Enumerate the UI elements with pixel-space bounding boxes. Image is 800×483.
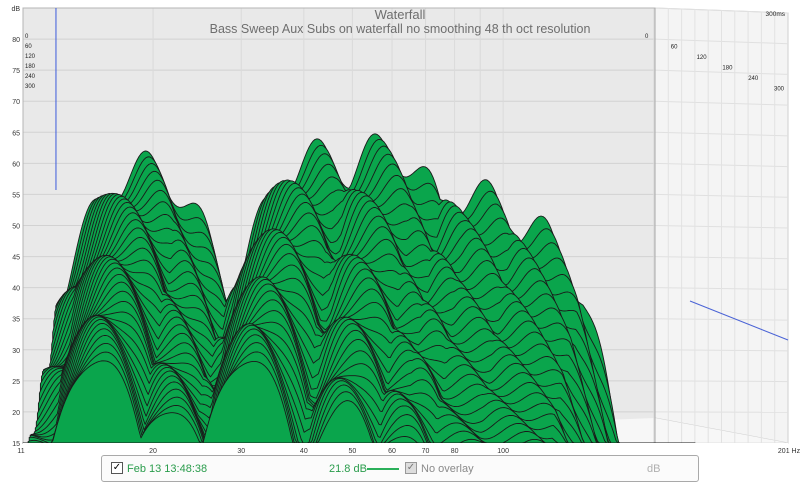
y-tick-label: 45 xyxy=(12,255,20,262)
waterfall-slices xyxy=(22,133,696,444)
y-tick-label: 35 xyxy=(12,317,20,324)
time-tick-right: 240 xyxy=(748,76,759,82)
chart-subtitle: Bass Sweep Aux Subs on waterfall no smoo… xyxy=(209,22,591,36)
y-tick-label: 25 xyxy=(12,379,20,386)
y-axis: dB 80 75 70 65 60 55 50 45 40 35 30 25 20 15 xyxy=(11,6,20,448)
y-tick-label: 75 xyxy=(12,68,20,75)
floor-edge xyxy=(23,443,788,449)
time-tick-left: 60 xyxy=(25,44,32,50)
y-tick-label: 50 xyxy=(12,224,20,231)
measurement-value: 21.8 dB xyxy=(329,463,367,475)
time-tick-right: 180 xyxy=(722,66,733,72)
time-tick-left: 120 xyxy=(25,54,36,60)
legend-line-swatch xyxy=(367,468,399,470)
unit-label: dB xyxy=(647,463,661,475)
time-tick-left: 180 xyxy=(25,64,36,70)
y-tick-label: 30 xyxy=(12,348,20,355)
x-tick-label: 100 xyxy=(497,448,509,455)
legend-panel: ✓ Feb 13 13:48:38 21.8 dB ✓ No overlay d… xyxy=(101,455,699,482)
x-tick-label: 11 xyxy=(17,448,24,455)
time-max-label: 300ms xyxy=(765,11,785,18)
x-tick-label: 30 xyxy=(237,448,245,455)
chart-title: Waterfall xyxy=(374,7,426,22)
x-tick-label: 20 xyxy=(149,448,157,455)
cursor-depth-line xyxy=(689,300,789,341)
time-tick-right: 300 xyxy=(774,87,785,93)
time-tick-right: 0 xyxy=(645,34,649,40)
time-tick-right: 60 xyxy=(671,45,678,51)
time-tick-right: 120 xyxy=(697,55,708,61)
time-axis-right: 0 60 120 180 240 300 xyxy=(645,34,785,93)
measurement-label[interactable]: Feb 13 13:48:38 xyxy=(127,463,208,475)
y-tick-label: dB xyxy=(11,6,20,13)
y-tick-label: 15 xyxy=(12,441,20,448)
overlay-checkbox[interactable]: ✓ xyxy=(405,462,417,474)
x-tick-label: 50 xyxy=(348,448,356,455)
measurement-checkbox[interactable]: ✓ xyxy=(111,462,123,474)
time-tick-left: 0 xyxy=(25,34,29,40)
overlay-label[interactable]: No overlay xyxy=(421,463,474,475)
x-tick-label: 80 xyxy=(451,448,459,455)
y-tick-label: 80 xyxy=(12,37,20,44)
x-axis: 11 20 30 40 50 60 70 80 100 201 Hz xyxy=(17,448,800,455)
x-tick-label: 70 xyxy=(422,448,430,455)
y-tick-label: 40 xyxy=(12,286,20,293)
time-tick-left: 300 xyxy=(25,84,36,90)
y-tick-label: 20 xyxy=(12,410,20,417)
x-tick-label: 60 xyxy=(388,448,396,455)
x-tick-label: 201 Hz xyxy=(778,448,800,455)
x-tick-label: 40 xyxy=(300,448,308,455)
time-axis-left: 0 60 120 180 240 300 xyxy=(25,34,36,90)
y-tick-label: 65 xyxy=(12,130,20,137)
time-tick-left: 240 xyxy=(25,74,36,80)
y-tick-label: 55 xyxy=(12,192,20,199)
y-tick-label: 60 xyxy=(12,161,20,168)
y-tick-label: 70 xyxy=(12,99,20,106)
